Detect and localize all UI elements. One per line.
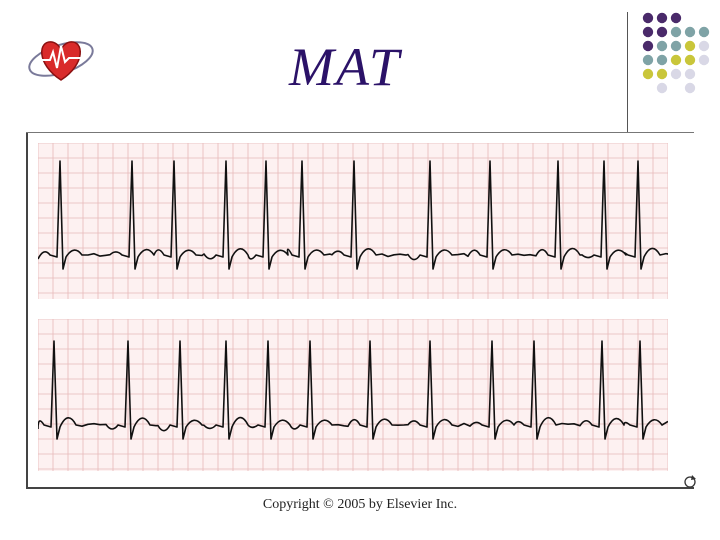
copyright-text: Copyright © 2005 by Elsevier Inc. xyxy=(262,497,458,512)
divider-vertical xyxy=(627,12,628,132)
divider-horizontal xyxy=(26,132,694,133)
ecg-strip-1-graph xyxy=(38,143,668,299)
ecg-strip-2 xyxy=(38,319,668,471)
ecg-strip-2-graph xyxy=(38,319,668,471)
heart-logo-icon xyxy=(28,41,94,81)
slide-title: MAT xyxy=(289,37,401,97)
decorative-dot-grid xyxy=(642,12,710,94)
rotate-mark-icon xyxy=(684,475,696,488)
ecg-strip-1 xyxy=(38,143,668,299)
ecg-figure xyxy=(26,133,694,489)
